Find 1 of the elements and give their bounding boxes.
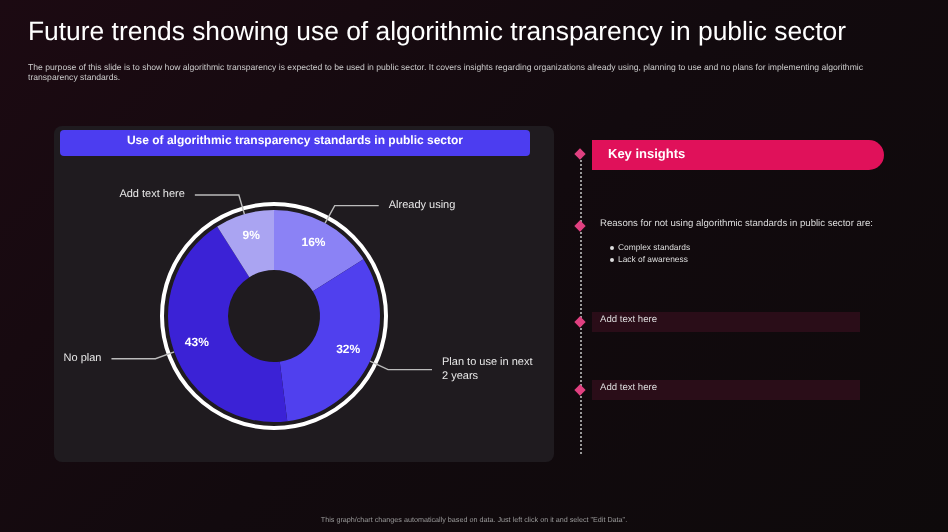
- chart-title: Future trends showing use of algorithmic transparency in public sector: [28, 16, 847, 46]
